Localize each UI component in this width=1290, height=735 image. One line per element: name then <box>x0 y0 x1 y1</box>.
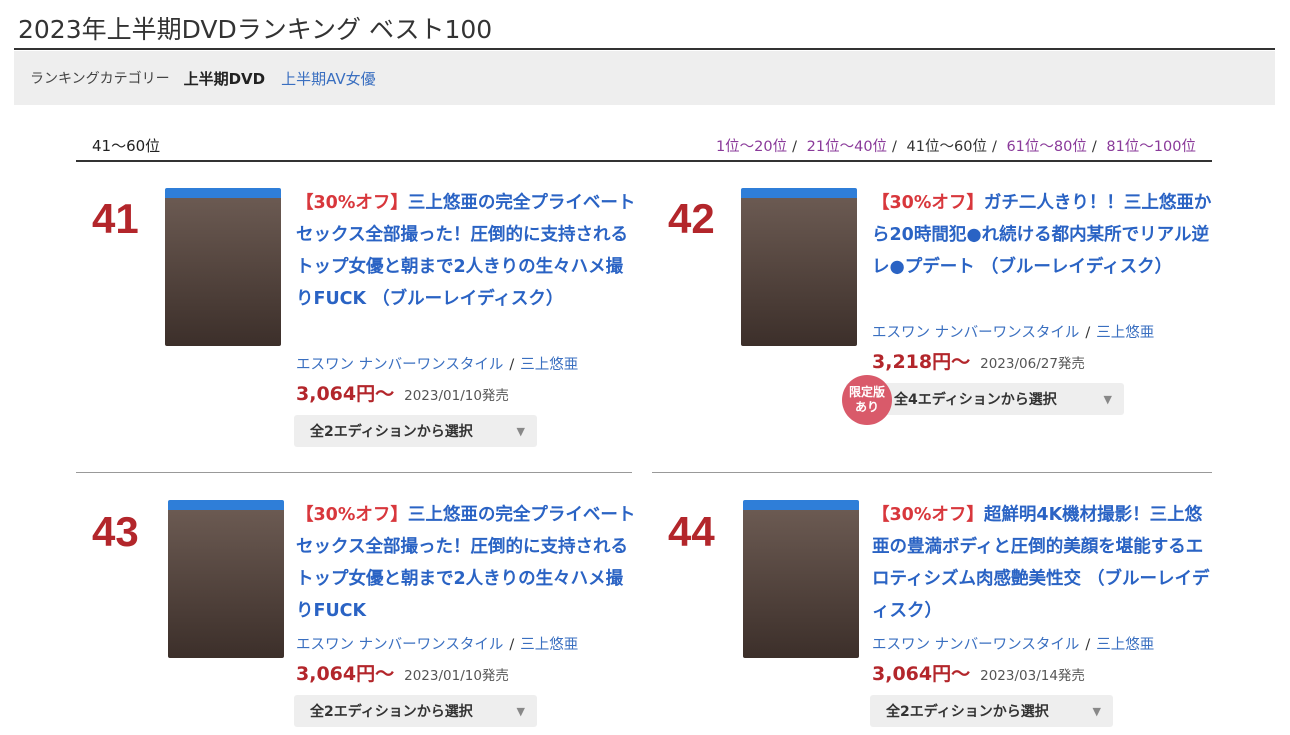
dropdown-arrow-icon: ▼ <box>516 704 525 718</box>
category-current: 上半期DVD <box>183 69 266 88</box>
page-title: 2023年上半期DVDランキング ベスト100 <box>18 15 493 44</box>
maker-link[interactable]: エスワン ナンバーワンスタイル <box>872 325 1080 341</box>
pager-current: 41位〜60位 <box>906 139 987 155</box>
edition-select-label: 全2エディションから選択 <box>310 424 473 440</box>
edition-select[interactable]: 全4エディションから選択 ▼ <box>846 383 1124 415</box>
range-label: 41〜60位 <box>92 137 161 155</box>
release-date: 2023/01/10発売 <box>404 388 509 404</box>
discount-label: 【30%オフ】 <box>872 505 984 525</box>
product-title: 三上悠亜の完全プライベートセックス全部撮った！圧倒的に支持されるトップ女優と朝ま… <box>296 193 636 309</box>
rank-number: 41 <box>92 195 139 242</box>
product-title-link[interactable]: 【30%オフ】三上悠亜の完全プライベートセックス全部撮った！圧倒的に支持されるト… <box>296 187 636 315</box>
discount-label: 【30%オフ】 <box>872 193 984 213</box>
edition-select[interactable]: 全2エディションから選択 ▼ <box>294 695 537 727</box>
dropdown-arrow-icon: ▼ <box>1103 392 1112 406</box>
row-divider <box>76 472 632 473</box>
product-title: 三上悠亜の完全プライベートセックス全部撮った！圧倒的に支持されるトップ女優と朝ま… <box>296 505 636 621</box>
category-bar: ランキングカテゴリー 上半期DVD 上半期AV女優 <box>14 51 1275 105</box>
actress-link[interactable]: 三上悠亜 <box>1096 637 1155 653</box>
rank-number: 44 <box>668 508 715 555</box>
maker-line: エスワン ナンバーワンスタイル / 三上悠亜 <box>872 637 1155 653</box>
rank-number: 43 <box>92 508 139 555</box>
price-line: 3,064円〜 2023/01/10発売 <box>296 659 509 686</box>
maker-line: エスワン ナンバーワンスタイル / 三上悠亜 <box>872 325 1155 341</box>
maker-line: エスワン ナンバーワンスタイル / 三上悠亜 <box>296 637 579 653</box>
rank-pager: 1位〜20位/ 21位〜40位/ 41位〜60位/ 61位〜80位/ 81位〜1… <box>715 139 1196 155</box>
actress-link[interactable]: 三上悠亜 <box>520 637 579 653</box>
edition-select[interactable]: 全2エディションから選択 ▼ <box>870 695 1113 727</box>
badge-text: 限定版あり <box>848 385 885 414</box>
product-title-link[interactable]: 【30%オフ】ガチ二人きり！！三上悠亜から20時間犯●れ続ける都内某所でリアル逆… <box>872 187 1212 283</box>
price-line: 3,064円〜 2023/01/10発売 <box>296 379 509 406</box>
price: 3,064円〜 <box>296 383 395 405</box>
maker-line: エスワン ナンバーワンスタイル / 三上悠亜 <box>296 357 579 373</box>
edition-select-label: 全2エディションから選択 <box>310 704 473 720</box>
maker-link[interactable]: エスワン ナンバーワンスタイル <box>872 637 1080 653</box>
price: 3,064円〜 <box>296 663 395 685</box>
product-thumbnail[interactable] <box>741 188 857 346</box>
product-thumbnail[interactable] <box>165 188 281 346</box>
product-title: 超鮮明4K機材撮影！三上悠亜の豊満ボディと圧倒的美顔を堪能するエロティシズム肉感… <box>872 505 1210 621</box>
row-divider <box>652 472 1212 473</box>
pager-divider <box>76 160 1212 162</box>
release-date: 2023/03/14発売 <box>980 668 1085 684</box>
category-link-av-actress[interactable]: 上半期AV女優 <box>281 69 376 88</box>
pager-link[interactable]: 81位〜100位 <box>1106 139 1196 155</box>
price-line: 3,064円〜 2023/03/14発売 <box>872 659 1085 686</box>
product-title-link[interactable]: 【30%オフ】超鮮明4K機材撮影！三上悠亜の豊満ボディと圧倒的美顔を堪能するエロ… <box>872 499 1212 627</box>
pager-link[interactable]: 1位〜20位 <box>715 139 788 155</box>
product-thumbnail[interactable] <box>168 500 284 658</box>
pager-link[interactable]: 61位〜80位 <box>1006 139 1087 155</box>
maker-link[interactable]: エスワン ナンバーワンスタイル <box>296 637 504 653</box>
discount-label: 【30%オフ】 <box>296 505 408 525</box>
edition-select-label: 全4エディションから選択 <box>894 392 1057 408</box>
product-title: ガチ二人きり！！三上悠亜から20時間犯●れ続ける都内某所でリアル逆レ●プデート … <box>872 193 1212 277</box>
pager-link[interactable]: 21位〜40位 <box>806 139 888 155</box>
product-thumbnail[interactable] <box>743 500 859 658</box>
maker-link[interactable]: エスワン ナンバーワンスタイル <box>296 357 504 373</box>
release-date: 2023/06/27発売 <box>980 356 1085 372</box>
price: 3,064円〜 <box>872 663 971 685</box>
actress-link[interactable]: 三上悠亜 <box>1096 325 1155 341</box>
edition-select-label: 全2エディションから選択 <box>886 704 1049 720</box>
title-divider <box>14 48 1275 50</box>
price: 3,218円〜 <box>872 351 971 373</box>
actress-link[interactable]: 三上悠亜 <box>520 357 579 373</box>
edition-select[interactable]: 全2エディションから選択 ▼ <box>294 415 537 447</box>
price-line: 3,218円〜 2023/06/27発売 <box>872 347 1085 374</box>
category-label: ランキングカテゴリー <box>30 71 170 87</box>
release-date: 2023/01/10発売 <box>404 668 509 684</box>
dropdown-arrow-icon: ▼ <box>1092 704 1101 718</box>
limited-edition-badge: 限定版あり <box>842 375 892 425</box>
rank-number: 42 <box>668 195 715 242</box>
product-title-link[interactable]: 【30%オフ】三上悠亜の完全プライベートセックス全部撮った！圧倒的に支持されるト… <box>296 499 636 627</box>
discount-label: 【30%オフ】 <box>296 193 408 213</box>
dropdown-arrow-icon: ▼ <box>516 424 525 438</box>
